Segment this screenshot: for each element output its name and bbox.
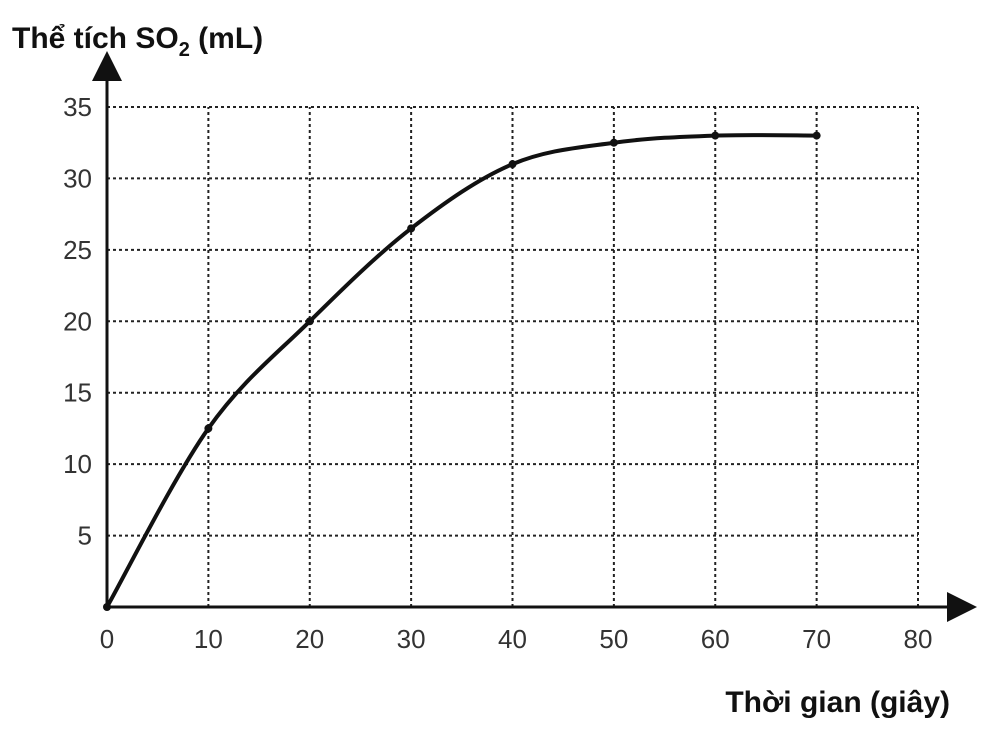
y-axis-title: Thể tích SO2 (mL)	[12, 22, 263, 61]
y-axis-title-unit: (mL)	[190, 22, 263, 55]
x-tick-label-1: 10	[194, 624, 223, 654]
y-tick-label-6: 35	[63, 92, 92, 122]
y-tick-label-2: 15	[63, 378, 92, 408]
data-point-2	[305, 317, 314, 326]
y-tick-label-5: 30	[63, 163, 92, 193]
y-tick-label-0: 5	[78, 521, 92, 551]
x-tick-label-6: 60	[701, 624, 730, 654]
x-tick-label-3: 30	[397, 624, 426, 654]
y-tick-label-4: 25	[63, 235, 92, 265]
data-point-6	[711, 131, 720, 140]
x-tick-label-4: 40	[498, 624, 527, 654]
x-tick-label-2: 20	[295, 624, 324, 654]
data-point-1	[204, 424, 213, 433]
tick-labels: 0 10 20 30 40 50 60 70 80 5 10 15 20 25 30 35	[63, 92, 932, 654]
x-tick-label-8: 80	[904, 624, 933, 654]
axes	[92, 51, 977, 622]
y-tick-label-3: 20	[63, 306, 92, 336]
y-axis-title-main: Thể tích SO	[12, 22, 179, 55]
series-layer	[103, 131, 821, 611]
x-tick-label-5: 50	[599, 624, 628, 654]
x-tick-label-7: 70	[802, 624, 831, 654]
grid	[107, 106, 919, 607]
x-tick-label-0: 0	[100, 624, 114, 654]
y-axis-title-subscript: 2	[179, 39, 190, 61]
data-point-7	[812, 131, 821, 140]
data-point-0	[103, 603, 111, 611]
data-point-3	[407, 224, 416, 233]
data-point-4	[508, 160, 517, 169]
x-axis-title: Thời gian (giây)	[725, 686, 950, 719]
data-point-5	[609, 138, 618, 147]
y-tick-label-1: 10	[63, 449, 92, 479]
